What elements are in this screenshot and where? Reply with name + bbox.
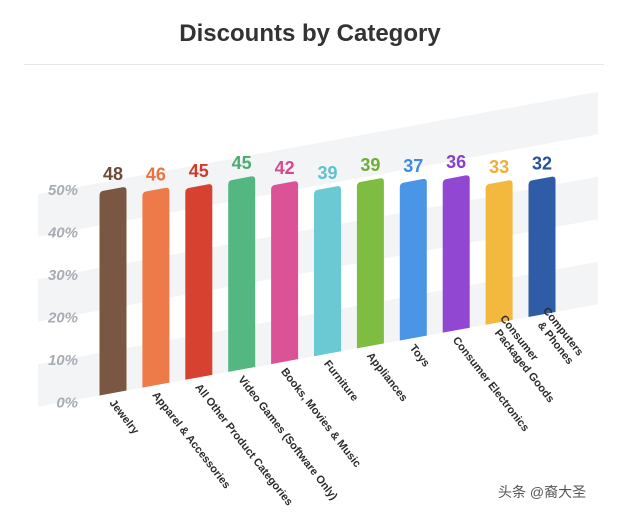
bar <box>99 187 127 396</box>
bar-value-label: 45 <box>232 153 252 173</box>
bar-value-label: 45 <box>189 161 209 181</box>
y-tick-label: 40% <box>47 225 78 242</box>
watermark: 头条 @裔大圣 <box>498 484 587 500</box>
bar-value-label: 42 <box>275 158 295 178</box>
x-category-label: Toys <box>407 343 432 370</box>
x-category-label: Video Games (Software Only) <box>235 374 339 503</box>
bar <box>142 187 170 388</box>
bar-value-label: 48 <box>103 164 123 184</box>
bar <box>442 175 470 333</box>
y-tick-label: 50% <box>48 182 78 199</box>
bar <box>356 178 384 349</box>
y-tick-label: 10% <box>48 352 78 369</box>
bar <box>528 176 556 317</box>
y-tick-label: 0% <box>56 395 78 412</box>
bar <box>399 178 427 341</box>
bar <box>485 180 513 325</box>
bar-value-label: 39 <box>360 155 380 175</box>
bar <box>228 176 256 372</box>
chart-title: Discounts by Category <box>179 20 441 47</box>
x-category-label: Jewelry <box>107 397 142 437</box>
bar-value-label: 39 <box>317 163 337 183</box>
bar-value-label: 33 <box>489 157 509 177</box>
bar <box>185 184 213 380</box>
y-tick-label: 20% <box>47 310 78 327</box>
bar <box>271 181 299 365</box>
x-category-label: Furniture <box>321 358 360 403</box>
bar <box>314 186 341 357</box>
title-divider <box>24 64 604 65</box>
bar-value-label: 36 <box>446 152 466 172</box>
grid-band <box>38 91 598 237</box>
y-tick-label: 30% <box>48 267 78 284</box>
bar-value-label: 37 <box>403 156 423 176</box>
x-category-label: All Other Product Categories <box>192 382 294 508</box>
x-category-label: Appliances <box>364 350 410 404</box>
x-category-label: Books, Movies & Music <box>278 366 363 470</box>
bar-value-label: 46 <box>146 165 166 185</box>
bar-value-label: 32 <box>532 153 552 173</box>
